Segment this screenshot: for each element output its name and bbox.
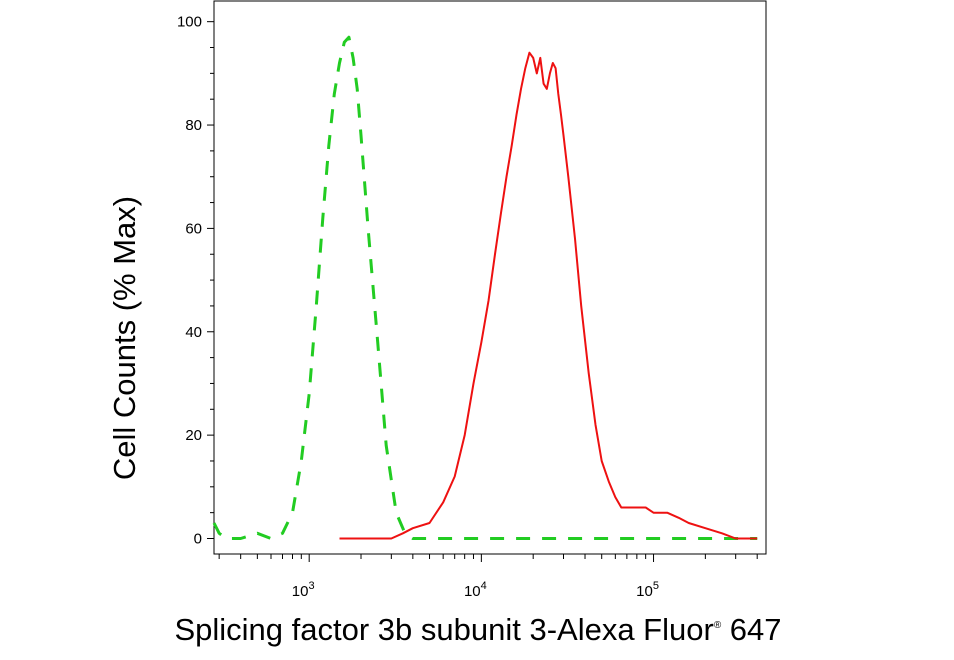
y-axis-title: Cell Counts (% Max) — [107, 196, 142, 480]
x-tick-label: 104 — [464, 580, 487, 600]
series-line-solid — [339, 51, 758, 540]
x-axis-title-main: Splicing factor 3b subunit 3-Alexa Fluor — [174, 612, 713, 647]
x-axis-title-registered-mark: ® — [714, 620, 722, 631]
y-tick-label: 60 — [185, 220, 202, 237]
x-tick-base: 10 — [292, 583, 309, 600]
series-line-dashed — [212, 35, 758, 540]
y-axis-ticks: 0 20 40 60 80 100 — [177, 14, 214, 547]
x-tick-base: 10 — [464, 583, 481, 600]
x-axis-title-suffix: 647 — [721, 612, 781, 647]
x-tick-exponent: 5 — [653, 580, 659, 592]
y-tick-label: 100 — [177, 14, 202, 31]
y-tick-label: 20 — [185, 427, 202, 444]
x-tick-base: 10 — [636, 583, 653, 600]
x-axis-title: Splicing factor 3b subunit 3-Alexa Fluor… — [174, 612, 781, 647]
x-tick-label: 105 — [636, 580, 659, 600]
x-axis-ticks: 103 104 105 — [218, 554, 758, 600]
x-tick-exponent: 3 — [308, 580, 314, 592]
y-tick-label: 0 — [194, 530, 202, 547]
y-tick-label: 40 — [185, 324, 202, 341]
x-tick-label: 103 — [292, 580, 315, 600]
series-layer — [212, 35, 758, 540]
x-tick-exponent: 4 — [481, 580, 487, 592]
plot-frame — [213, 0, 767, 555]
y-tick-label: 80 — [185, 117, 202, 134]
